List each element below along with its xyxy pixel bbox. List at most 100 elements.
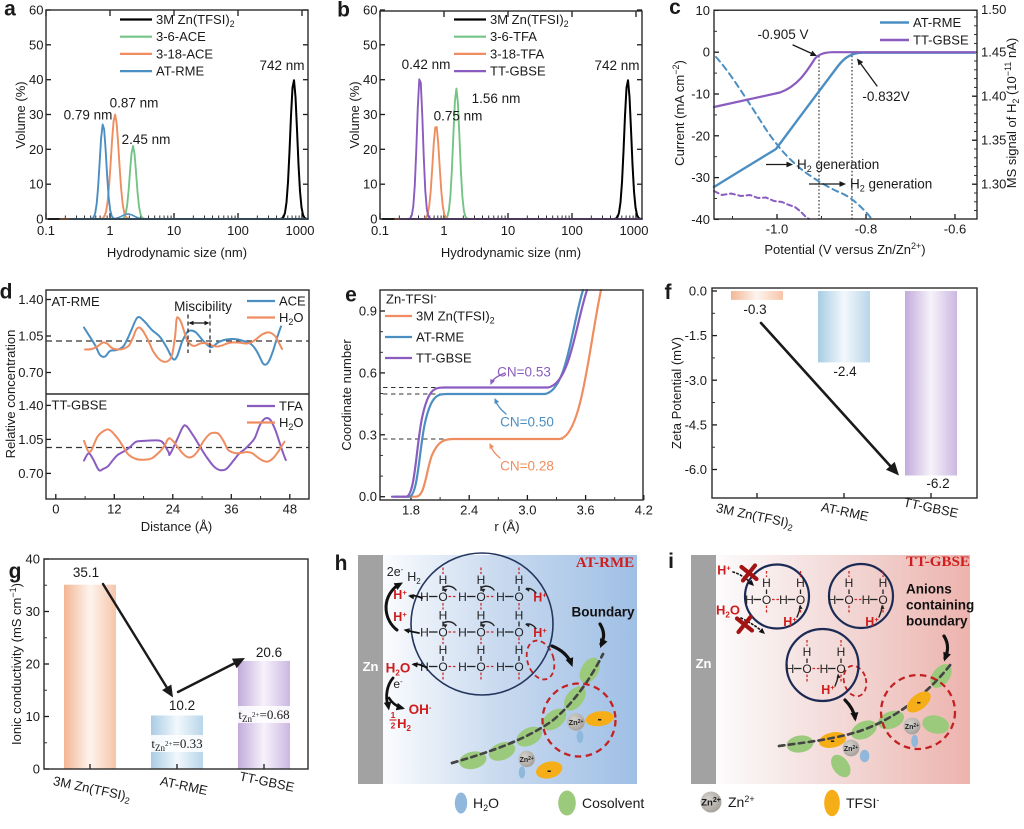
svg-text:24: 24 <box>166 502 180 517</box>
svg-text:20: 20 <box>26 657 40 672</box>
svg-text:TFSI-​: TFSI-​ <box>846 795 879 811</box>
svg-text:40: 40 <box>26 552 40 567</box>
svg-text:100: 100 <box>561 223 583 238</box>
svg-text:AT-RME: AT-RME <box>416 330 464 345</box>
svg-text:-1.0: -1.0 <box>766 222 788 237</box>
svg-text:g: g <box>9 560 22 583</box>
svg-text:TT-GBSE: TT-GBSE <box>52 398 108 413</box>
svg-text:r (Å): r (Å) <box>494 519 519 534</box>
svg-text:2: 2 <box>391 721 396 731</box>
svg-text:0.6: 0.6 <box>359 365 377 380</box>
svg-text:O: O <box>476 626 485 640</box>
svg-text:40: 40 <box>29 72 43 87</box>
svg-text:Hydrodynamic size (nm): Hydrodynamic size (nm) <box>107 245 247 260</box>
svg-text:0.3: 0.3 <box>359 427 377 442</box>
svg-text:0: 0 <box>36 212 43 227</box>
svg-text:TFA: TFA <box>279 399 303 414</box>
svg-text:Relative concentration: Relative concentration <box>3 330 18 459</box>
svg-text:H: H <box>845 576 854 590</box>
svg-text:AT-RME: AT-RME <box>52 294 100 309</box>
svg-text:H: H <box>420 590 429 604</box>
svg-text:1.56 nm: 1.56 nm <box>472 91 521 106</box>
svg-text:H: H <box>837 645 846 659</box>
svg-text:20.6: 20.6 <box>256 645 282 660</box>
svg-text:0.87 nm: 0.87 nm <box>110 96 159 111</box>
svg-text:Volume (%): Volume (%) <box>13 81 28 148</box>
svg-text:H: H <box>439 643 448 657</box>
svg-text:H: H <box>477 573 486 587</box>
svg-text:a: a <box>4 0 16 21</box>
svg-text:48: 48 <box>283 502 297 517</box>
svg-text:0: 0 <box>33 762 40 777</box>
svg-text:O: O <box>438 660 447 674</box>
svg-text:-0.8: -0.8 <box>855 222 877 237</box>
svg-text:h: h <box>335 552 348 575</box>
svg-text:O: O <box>438 626 447 640</box>
svg-text:Zn2+​: Zn2+​ <box>844 745 858 753</box>
svg-text:2.45 nm: 2.45 nm <box>122 132 171 147</box>
svg-text:MS signal of H2​ (10−11​ nA): MS signal of H2​ (10−11​ nA) <box>1003 38 1021 188</box>
svg-text:H: H <box>496 590 505 604</box>
svg-text:H: H <box>745 593 754 607</box>
svg-text:-0.832V: -0.832V <box>862 89 909 104</box>
svg-text:H: H <box>458 590 467 604</box>
svg-text:H2​O: H2​O <box>279 310 304 327</box>
svg-text:4.2: 4.2 <box>635 503 653 518</box>
svg-text:H: H <box>458 626 467 640</box>
svg-text:O: O <box>844 593 853 607</box>
svg-text:1.40: 1.40 <box>18 398 43 413</box>
svg-text:12: 12 <box>107 502 121 517</box>
svg-text:20: 20 <box>363 142 377 157</box>
svg-text:3-6-TFA: 3-6-TFA <box>490 29 537 44</box>
svg-text:1.40: 1.40 <box>981 89 1006 104</box>
svg-text:H: H <box>496 660 505 674</box>
svg-text:H: H <box>828 593 837 607</box>
svg-text:742 nm: 742 nm <box>594 58 639 73</box>
svg-text:3-18-TFA: 3-18-TFA <box>490 46 545 61</box>
svg-text:60: 60 <box>363 3 377 18</box>
svg-text:50: 50 <box>363 37 377 52</box>
svg-text:-: - <box>547 763 551 778</box>
svg-text:i: i <box>668 550 674 573</box>
svg-text:Zn: Zn <box>696 656 712 671</box>
svg-text:0.9: 0.9 <box>359 304 377 319</box>
svg-text:Miscibility: Miscibility <box>174 299 232 314</box>
svg-text:CN=0.53: CN=0.53 <box>497 365 551 380</box>
svg-text:40: 40 <box>363 72 377 87</box>
svg-text:10: 10 <box>501 223 515 238</box>
svg-text:AT-RME: AT-RME <box>156 64 204 79</box>
svg-text:30: 30 <box>29 107 43 122</box>
svg-text:H: H <box>420 626 429 640</box>
svg-text:H: H <box>515 609 524 623</box>
svg-text:2e-​: 2e-​ <box>387 565 404 579</box>
svg-text:TT-GBSE: TT-GBSE <box>416 351 472 366</box>
svg-text:-0.6: -0.6 <box>944 222 966 237</box>
svg-text:-2.4: -2.4 <box>833 364 857 379</box>
svg-text:-4.5: -4.5 <box>685 417 707 432</box>
svg-text:TT-GBSE: TT-GBSE <box>906 554 970 570</box>
svg-text:Cosolvent: Cosolvent <box>582 795 644 811</box>
svg-text:10: 10 <box>167 223 181 238</box>
svg-text:H2​O: H2​O <box>716 603 740 620</box>
svg-text:0.75 nm: 0.75 nm <box>434 109 483 124</box>
svg-text:60: 60 <box>29 3 43 18</box>
svg-text:-: - <box>917 694 921 709</box>
svg-text:3.0: 3.0 <box>518 503 536 518</box>
svg-text:H: H <box>762 576 771 590</box>
svg-text:Zn2+​: Zn2+​ <box>569 718 584 727</box>
svg-text:3M Zn(TFSI)2​: 3M Zn(TFSI)2​ <box>416 309 495 326</box>
svg-text:Zeta Potential (mV): Zeta Potential (mV) <box>669 337 684 449</box>
svg-text:Distance (Å): Distance (Å) <box>141 519 213 534</box>
svg-text:AT-RME: AT-RME <box>913 15 961 30</box>
svg-text:Zn2+​: Zn2+​ <box>520 756 534 764</box>
svg-text:-30: -30 <box>691 170 710 185</box>
svg-text:1: 1 <box>391 710 396 720</box>
svg-text:Coordinate number: Coordinate number <box>339 339 354 451</box>
svg-text:0.0: 0.0 <box>359 489 377 504</box>
svg-text:1.35: 1.35 <box>981 133 1006 148</box>
svg-text:3M Zn(TFSI)2​: 3M Zn(TFSI)2​ <box>490 12 569 29</box>
svg-text:36: 36 <box>224 502 238 517</box>
svg-text:H2​O: H2​O <box>473 795 499 813</box>
svg-text:Boundary: Boundary <box>571 605 634 620</box>
svg-text:0.1: 0.1 <box>371 223 389 238</box>
